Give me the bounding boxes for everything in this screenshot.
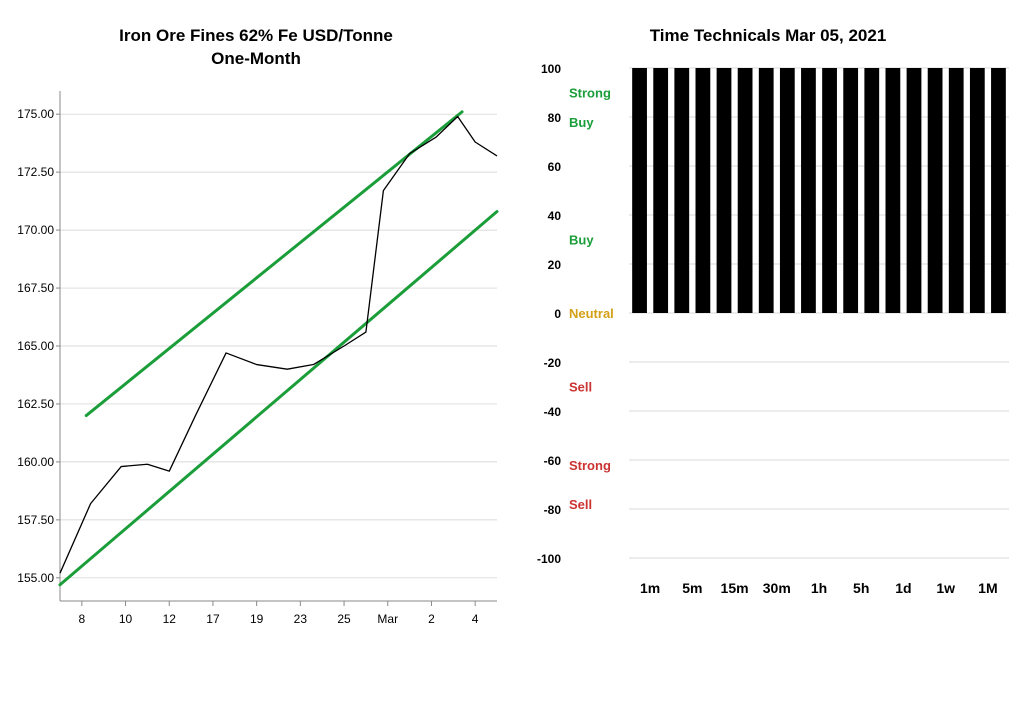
- svg-text:165.00: 165.00: [17, 339, 54, 353]
- svg-text:-100: -100: [537, 552, 561, 566]
- svg-text:40: 40: [548, 209, 562, 223]
- svg-text:155.00: 155.00: [17, 571, 54, 585]
- svg-text:175.00: 175.00: [17, 107, 54, 121]
- svg-text:-20: -20: [544, 356, 562, 370]
- svg-text:100: 100: [541, 62, 561, 76]
- svg-text:1m: 1m: [640, 580, 660, 596]
- svg-text:1M: 1M: [978, 580, 997, 596]
- price-chart-svg: 155.00 157.50 160.00 162.50 165.00 167.50 170.…: [0, 71, 512, 661]
- svg-text:Sell: Sell: [569, 379, 592, 394]
- svg-text:1w: 1w: [936, 580, 955, 596]
- svg-text:Strong: Strong: [569, 458, 611, 473]
- charts-container: Iron Ore Fines 62% Fe USD/Tonne One-Mont…: [0, 0, 1024, 711]
- technicals-chart-title: Time Technicals Mar 05, 2021: [512, 25, 1024, 48]
- svg-text:170.00: 170.00: [17, 223, 54, 237]
- svg-text:Buy: Buy: [569, 115, 594, 130]
- svg-text:172.50: 172.50: [17, 165, 54, 179]
- svg-text:-40: -40: [544, 405, 562, 419]
- svg-text:17: 17: [206, 612, 220, 626]
- svg-text:162.50: 162.50: [17, 397, 54, 411]
- svg-text:-80: -80: [544, 503, 562, 517]
- price-chart-title: Iron Ore Fines 62% Fe USD/Tonne One-Mont…: [0, 25, 512, 71]
- svg-text:10: 10: [119, 612, 133, 626]
- svg-text:25: 25: [337, 612, 351, 626]
- technicals-chart-panel: Time Technicals Mar 05, 2021 100 80 60 40 20…: [512, 0, 1024, 711]
- svg-text:2: 2: [428, 612, 435, 626]
- svg-text:-60: -60: [544, 454, 562, 468]
- svg-text:167.50: 167.50: [17, 281, 54, 295]
- svg-text:Neutral: Neutral: [569, 306, 614, 321]
- svg-text:Buy: Buy: [569, 232, 594, 247]
- svg-text:80: 80: [548, 111, 562, 125]
- svg-text:60: 60: [548, 160, 562, 174]
- svg-text:12: 12: [163, 612, 177, 626]
- svg-text:Strong: Strong: [569, 85, 611, 100]
- svg-text:30m: 30m: [763, 580, 791, 596]
- svg-text:19: 19: [250, 612, 264, 626]
- price-chart-panel: Iron Ore Fines 62% Fe USD/Tonne One-Mont…: [0, 0, 512, 711]
- svg-text:15m: 15m: [721, 580, 749, 596]
- svg-text:5h: 5h: [853, 580, 869, 596]
- svg-text:8: 8: [79, 612, 86, 626]
- svg-text:157.50: 157.50: [17, 513, 54, 527]
- title-line: Time Technicals Mar 05, 2021: [650, 26, 887, 45]
- svg-text:23: 23: [294, 612, 308, 626]
- svg-text:Mar: Mar: [377, 612, 398, 626]
- svg-text:1d: 1d: [895, 580, 911, 596]
- title-line-2: One-Month: [211, 49, 301, 68]
- svg-text:4: 4: [472, 612, 479, 626]
- title-line-1: Iron Ore Fines 62% Fe USD/Tonne: [119, 26, 393, 45]
- svg-text:0: 0: [554, 307, 561, 321]
- svg-text:160.00: 160.00: [17, 455, 54, 469]
- svg-text:1h: 1h: [811, 580, 827, 596]
- svg-text:20: 20: [548, 258, 562, 272]
- svg-text:5m: 5m: [682, 580, 702, 596]
- technicals-chart-svg: 100 80 60 40 20 0 -20 -40 -60 -80 -100 Strong Buy Buy…: [512, 48, 1024, 638]
- svg-text:Sell: Sell: [569, 497, 592, 512]
